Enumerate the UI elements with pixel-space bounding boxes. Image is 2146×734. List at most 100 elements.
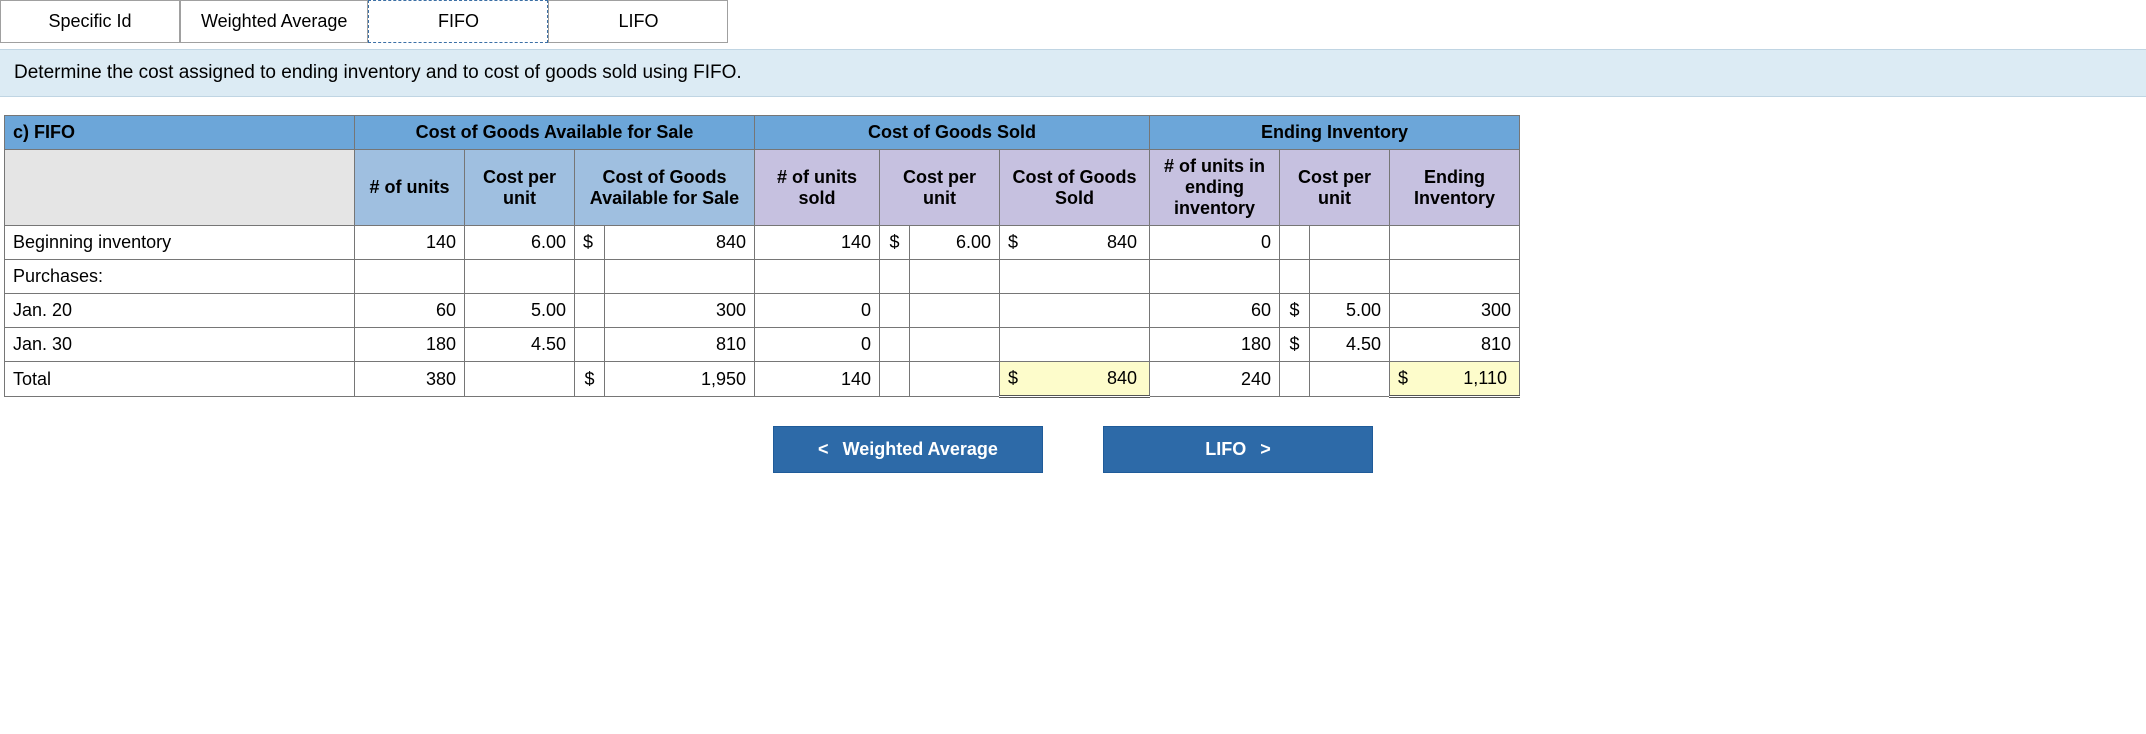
blank: [1310, 260, 1390, 294]
tab-weighted-average[interactable]: Weighted Average: [180, 0, 368, 43]
dollar-sign: $: [575, 362, 605, 397]
tab-lifo[interactable]: LIFO: [548, 0, 728, 43]
blank: [1280, 226, 1310, 260]
col-coga: Cost of Goods Available for Sale: [575, 150, 755, 226]
beginv-cogs-val: 840: [1107, 232, 1141, 253]
table-row: Purchases:: [5, 260, 1520, 294]
chevron-left-icon: <: [818, 439, 829, 460]
table-row: Jan. 20 60 5.00 300 0 60 $ 5.00 300: [5, 294, 1520, 328]
jan20-cogs: [1000, 294, 1150, 328]
instruction-bar: Determine the cost assigned to ending in…: [0, 49, 2146, 97]
beginv-cpu[interactable]: 6.00: [465, 226, 575, 260]
jan20-ei: 300: [1390, 294, 1520, 328]
chevron-right-icon: >: [1260, 439, 1271, 460]
jan20-units[interactable]: 60: [355, 294, 465, 328]
next-button[interactable]: LIFO >: [1103, 426, 1373, 473]
total-ei-val: 1,110: [1463, 368, 1511, 389]
dollar-sign: $: [1008, 368, 1018, 389]
row-label-purchases: Purchases:: [5, 260, 355, 294]
blank: [1150, 260, 1280, 294]
method-tabs: Specific Id Weighted Average FIFO LIFO: [0, 0, 2146, 43]
row-label-total: Total: [5, 362, 355, 397]
jan20-ei-cpu[interactable]: 5.00: [1310, 294, 1390, 328]
blank: [355, 260, 465, 294]
jan30-coga: 810: [605, 328, 755, 362]
jan30-ei-units[interactable]: 180: [1150, 328, 1280, 362]
table-row: Total 380 $ 1,950 140 $840 240 $1,110: [5, 362, 1520, 397]
blank: [880, 328, 910, 362]
blank: [1000, 260, 1150, 294]
beginv-ei: [1390, 226, 1520, 260]
blank: [880, 260, 910, 294]
blank: [1280, 362, 1310, 397]
blank: [465, 260, 575, 294]
total-units: 380: [355, 362, 465, 397]
table-row: Beginning inventory 140 6.00 $ 840 140 $…: [5, 226, 1520, 260]
next-label: LIFO: [1205, 439, 1246, 460]
section-header-cogs: Cost of Goods Sold: [755, 116, 1150, 150]
jan30-cogs-cpu[interactable]: [910, 328, 1000, 362]
total-cogs: $840: [1000, 362, 1150, 397]
dollar-sign: $: [1398, 368, 1408, 389]
blank: [910, 260, 1000, 294]
table-title: c) FIFO: [5, 116, 355, 150]
blank: [1390, 260, 1520, 294]
jan30-cogs: [1000, 328, 1150, 362]
tab-specific-id[interactable]: Specific Id: [0, 0, 180, 43]
dollar-sign: $: [1280, 328, 1310, 362]
dollar-sign: $: [1280, 294, 1310, 328]
total-ei: $1,110: [1390, 362, 1520, 397]
beginv-units[interactable]: 140: [355, 226, 465, 260]
beginv-units-sold[interactable]: 140: [755, 226, 880, 260]
total-units-sold[interactable]: 140: [755, 362, 880, 397]
beginv-ei-cpu[interactable]: [1310, 226, 1390, 260]
jan30-ei-cpu[interactable]: 4.50: [1310, 328, 1390, 362]
blank: [605, 260, 755, 294]
blank: [1310, 362, 1390, 397]
col-cogs-cpu: Cost per unit: [880, 150, 1000, 226]
dollar-sign: $: [575, 226, 605, 260]
col-ei-cpu: Cost per unit: [1280, 150, 1390, 226]
blank: [575, 294, 605, 328]
jan20-cogs-cpu[interactable]: [910, 294, 1000, 328]
jan20-units-sold[interactable]: 0: [755, 294, 880, 328]
col-ei: Ending Inventory: [1390, 150, 1520, 226]
dollar-sign: $: [880, 226, 910, 260]
blank: [880, 362, 910, 397]
beginv-ei-units[interactable]: 0: [1150, 226, 1280, 260]
section-header-ei: Ending Inventory: [1150, 116, 1520, 150]
blank: [575, 260, 605, 294]
beginv-cogs-cpu[interactable]: 6.00: [910, 226, 1000, 260]
row-label-jan30: Jan. 30: [5, 328, 355, 362]
jan30-ei: 810: [1390, 328, 1520, 362]
prev-label: Weighted Average: [843, 439, 998, 460]
col-units-sold: # of units sold: [755, 150, 880, 226]
prev-button[interactable]: < Weighted Average: [773, 426, 1043, 473]
dollar-sign: $: [1008, 232, 1018, 253]
tab-fifo[interactable]: FIFO: [368, 0, 548, 43]
col-units: # of units: [355, 150, 465, 226]
total-coga: 1,950: [605, 362, 755, 397]
jan20-coga: 300: [605, 294, 755, 328]
row-label-jan20: Jan. 20: [5, 294, 355, 328]
blank: [755, 260, 880, 294]
fifo-table: c) FIFO Cost of Goods Available for Sale…: [4, 115, 1520, 398]
jan30-units[interactable]: 180: [355, 328, 465, 362]
beginv-cogs: $840: [1000, 226, 1150, 260]
blank: [880, 294, 910, 328]
blank: [575, 328, 605, 362]
blank-header: [5, 150, 355, 226]
jan30-cpu[interactable]: 4.50: [465, 328, 575, 362]
col-cpu: Cost per unit: [465, 150, 575, 226]
jan20-ei-units[interactable]: 60: [1150, 294, 1280, 328]
blank: [465, 362, 575, 397]
blank: [910, 362, 1000, 397]
jan20-cpu[interactable]: 5.00: [465, 294, 575, 328]
jan30-units-sold[interactable]: 0: [755, 328, 880, 362]
row-label-beginv: Beginning inventory: [5, 226, 355, 260]
section-header-coga: Cost of Goods Available for Sale: [355, 116, 755, 150]
total-ei-units[interactable]: 240: [1150, 362, 1280, 397]
nav-buttons: < Weighted Average LIFO >: [0, 426, 2146, 473]
beginv-coga: 840: [605, 226, 755, 260]
col-ei-units: # of units in ending inventory: [1150, 150, 1280, 226]
